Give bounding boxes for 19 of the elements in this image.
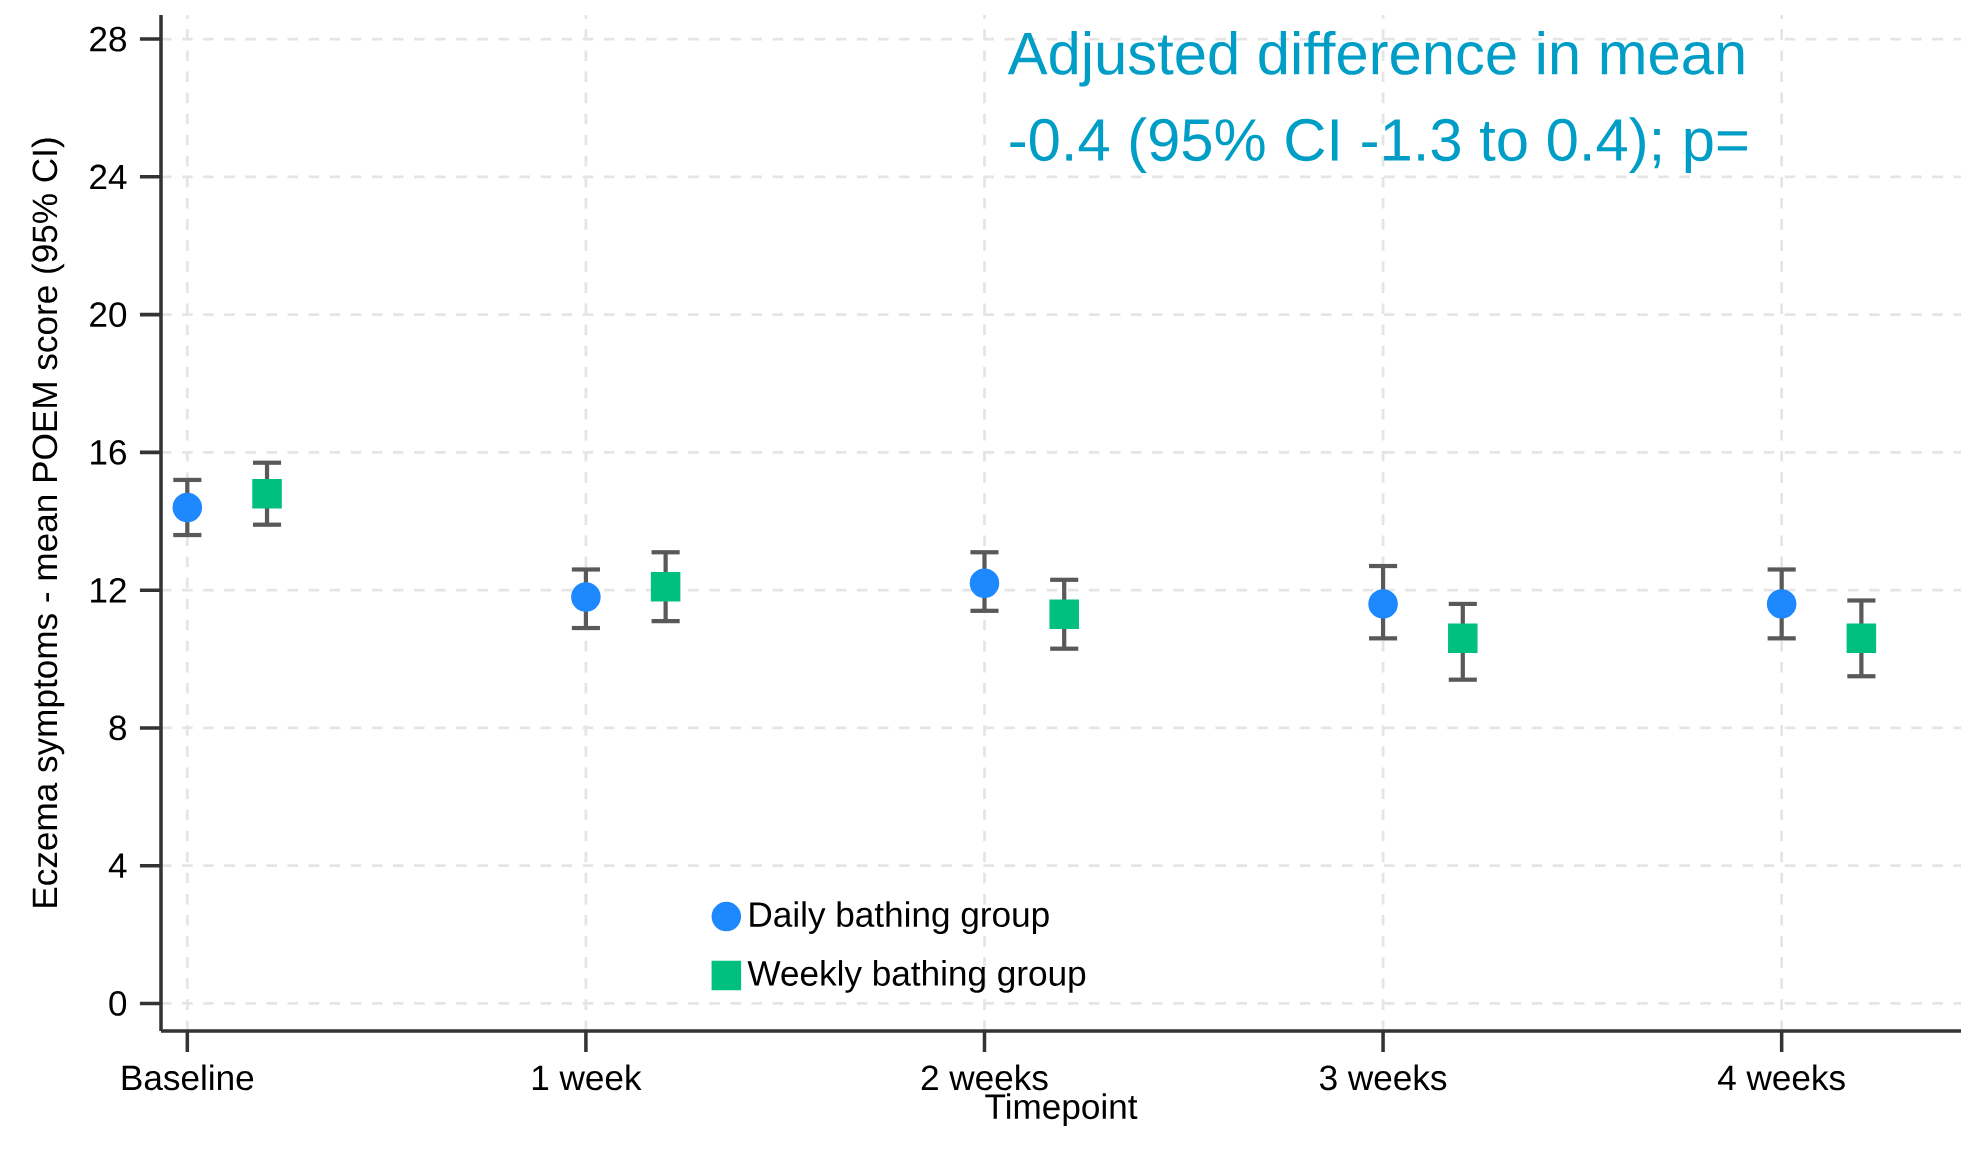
x-tick-label: 2 weeks (921, 1064, 1048, 1091)
y-tick-label: 0 (109, 991, 127, 1016)
y-tick-label: 20 (90, 302, 127, 328)
y-tick-label: 4 (108, 853, 127, 878)
x-tick-label: 4 weeks (1718, 1064, 1845, 1091)
legend-label: Weekly bathing group (747, 960, 1086, 993)
annotation: Adjusted difference in mean (1007, 30, 1744, 87)
x-tick-label: Baseline (122, 1064, 254, 1091)
y-tick-label: 28 (90, 26, 126, 52)
x-axis-title: Timepoint (985, 1093, 1138, 1127)
y-tick-label: 8 (109, 715, 126, 741)
x-tick-label: 1 week (532, 1064, 642, 1091)
x-tick-label: 3 weeks (1319, 1064, 1447, 1091)
legend-label: Daily bathing group (750, 901, 1049, 934)
y-axis-title: Eczema symptoms - mean POEM score (95% CI) (31, 138, 65, 907)
annotation: -0.4 (95% CI -1.3 to 0.4); p= (1010, 117, 1747, 173)
y-tick-label: 12 (91, 577, 126, 603)
y-tick-label: 16 (91, 439, 126, 465)
y-tick-label: 24 (90, 164, 127, 190)
